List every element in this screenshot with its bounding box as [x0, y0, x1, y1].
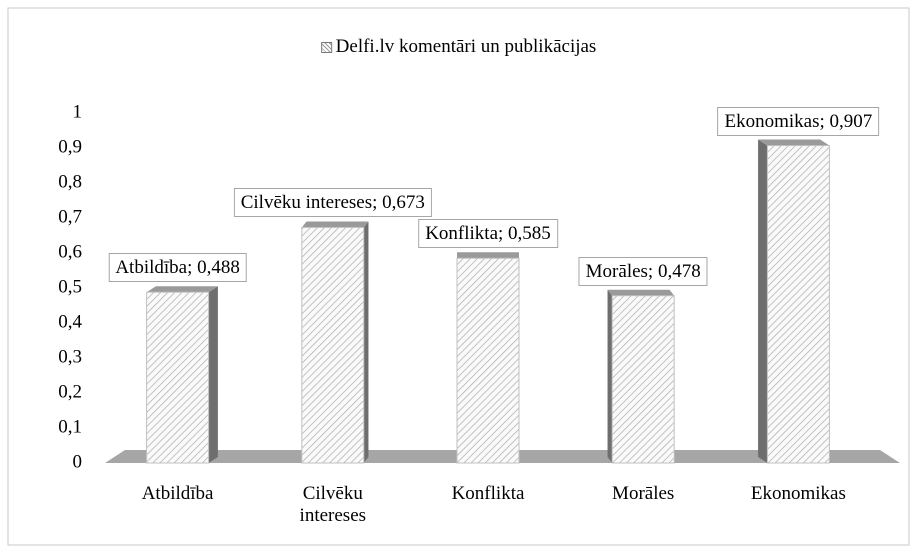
y-tick-label: 0,1: [58, 416, 82, 437]
bar: [766, 145, 830, 464]
y-tick-label: 0,8: [58, 171, 82, 192]
bar-top: [607, 289, 675, 296]
bar: [456, 257, 520, 464]
legend-label: Delfi.lv komentāri un publikācijas: [335, 36, 597, 57]
x-tick-label: Atbildība: [141, 483, 214, 504]
bar-side: [607, 289, 613, 463]
legend: Delfi.lv komentāri un publikācijas: [320, 36, 597, 58]
y-tick-label: 0,7: [58, 206, 82, 227]
bar-side: [363, 221, 369, 463]
x-tick-label: Konflikta: [451, 483, 525, 504]
x-tick-label: Cilvēku intereses: [299, 483, 367, 526]
legend-swatch: [320, 41, 332, 53]
y-tick-label: 0,9: [58, 136, 82, 157]
data-label: Ekonomikas; 0,907: [717, 106, 880, 136]
frame: [7, 7, 910, 546]
bar-top: [146, 286, 218, 293]
bar-top: [758, 139, 830, 146]
data-label: Konflikta; 0,585: [418, 219, 558, 249]
y-tick-label: 0,3: [58, 346, 82, 367]
bar-top: [301, 221, 369, 228]
data-label: Morāles; 0,478: [578, 256, 708, 286]
bar-side: [758, 139, 768, 464]
bar: [146, 291, 210, 464]
y-tick-label: 0,2: [58, 381, 82, 402]
bar: [611, 295, 675, 464]
y-tick-label: 0: [73, 451, 83, 472]
y-tick-label: 0,6: [58, 241, 82, 262]
bar: [301, 226, 365, 464]
y-tick-label: 1: [73, 101, 83, 122]
bar-top: [457, 252, 519, 259]
y-tick-label: 0,5: [58, 276, 82, 297]
bar-side: [208, 286, 218, 463]
data-label: Cilvēku intereses; 0,673: [233, 188, 432, 218]
data-label: Atbildība; 0,488: [108, 253, 247, 283]
y-tick-label: 0,4: [58, 311, 82, 332]
x-tick-label: Morāles: [612, 483, 675, 504]
x-tick-label: Ekonomikas: [750, 483, 846, 504]
